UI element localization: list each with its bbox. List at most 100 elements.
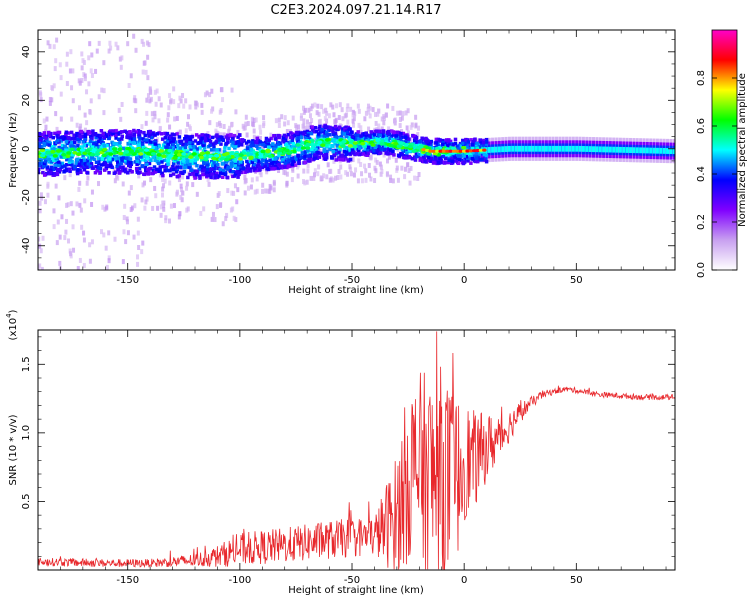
spectrogram-cell	[40, 153, 46, 158]
spectrogram-cell	[137, 133, 142, 138]
spectrogram-cell	[313, 153, 317, 157]
spectrogram-cell	[375, 159, 379, 165]
spectrogram-cell	[364, 168, 368, 174]
spectrogram-cell	[249, 152, 254, 157]
spectrogram-cell	[252, 128, 256, 134]
spectrogram-cell	[366, 145, 371, 150]
spectrogram-cell	[38, 243, 42, 249]
spectrogram-cell	[70, 163, 74, 167]
spectrogram-cell	[639, 147, 643, 154]
spectrogram-cell	[302, 118, 306, 124]
spectrogram-cell	[373, 178, 377, 184]
spectrogram-cell	[649, 147, 653, 154]
spectrogram-cell	[407, 137, 411, 141]
spectrogram-cell	[132, 137, 137, 141]
spectrogram-cell	[176, 161, 180, 165]
x-tick-label: -150	[116, 575, 139, 586]
spectrogram-cell	[82, 237, 86, 243]
spectrogram-cell	[296, 173, 300, 179]
spectrogram-cell	[158, 126, 162, 132]
spectrogram-cell	[362, 132, 367, 136]
spectrogram-cell	[105, 163, 109, 168]
spectrogram-cell	[80, 224, 84, 230]
spectrogram-cell	[398, 137, 403, 141]
spectrogram-cell	[55, 240, 59, 246]
spectrogram-cell	[263, 157, 268, 162]
spectrogram-cell	[384, 137, 389, 141]
spectrogram-cell	[75, 145, 79, 151]
spectrogram-cell	[441, 154, 446, 159]
spectrogram-cell	[404, 135, 408, 139]
spectrogram-cell	[283, 161, 288, 165]
spectrogram-cell	[383, 144, 388, 148]
spectrogram-cell	[88, 164, 93, 169]
spectrogram-cell	[116, 137, 121, 141]
spectrogram-cell	[104, 134, 108, 138]
spectrogram-cell	[63, 175, 67, 181]
spectrogram-cell	[396, 110, 400, 116]
spectrogram-cell	[73, 136, 77, 141]
spectrogram-cell	[355, 151, 360, 156]
spectrogram-cell	[381, 129, 386, 134]
spectrogram-cell	[265, 149, 271, 154]
spectrogram-cell	[424, 136, 428, 141]
spectrogram-cell	[46, 192, 50, 198]
spectrogram-cell	[261, 142, 265, 147]
spectrogram-cell	[223, 157, 229, 162]
spectrogram-cell	[87, 55, 91, 61]
spectrogram-cell	[377, 123, 381, 129]
spectrogram-cell	[175, 159, 180, 163]
spectrogram-cell	[356, 103, 360, 109]
spectrogram-cell	[79, 207, 83, 213]
spectrogram-cell	[396, 177, 400, 183]
spectrogram-cell	[412, 138, 417, 143]
spectrogram-cell	[252, 162, 257, 167]
colorbar-gradient	[711, 29, 738, 271]
spectrogram-cell	[277, 148, 283, 153]
spectrogram-cell	[118, 165, 123, 170]
spectrogram-cell	[300, 151, 305, 155]
spectrogram-cell	[50, 147, 55, 152]
spectrogram-cell	[88, 41, 92, 47]
spectrogram-cell	[85, 120, 89, 126]
spectrogram-cell	[90, 145, 95, 149]
spectrogram-cell	[448, 149, 453, 153]
spectrogram-cell	[414, 152, 419, 156]
spectrogram-cell	[186, 206, 190, 212]
spectrogram-cell	[194, 133, 199, 137]
spectrogram-cell	[339, 164, 343, 170]
spectrogram-cell	[426, 155, 431, 160]
spectrogram-cell	[238, 159, 243, 164]
spectrogram-cell	[524, 145, 528, 152]
spectrogram-cell	[85, 180, 89, 186]
spectrogram-cell	[348, 157, 353, 162]
spectrogram-cell	[98, 171, 102, 175]
spectrogram-cell	[59, 139, 64, 143]
spectrogram-cell	[72, 247, 76, 253]
spectrogram-cell	[42, 118, 46, 124]
spectrogram-cell	[358, 146, 362, 150]
spectrogram-cell	[308, 153, 313, 157]
spectrogram-cell	[162, 183, 166, 189]
spectrogram-cell	[368, 105, 372, 111]
spectrogram-cell	[272, 187, 276, 193]
spectrogram-cell	[55, 149, 62, 153]
spectrogram-cell	[368, 113, 372, 119]
spectrogram-cell	[52, 171, 56, 176]
spectrogram-cell	[276, 133, 281, 138]
spectrogram-cell	[124, 169, 128, 174]
spectrogram-cell	[39, 248, 43, 254]
spectrogram-cell	[72, 145, 77, 149]
spectrogram-cell	[282, 140, 286, 144]
spectrogram-cell	[443, 140, 447, 145]
spectrogram-cell	[343, 113, 347, 119]
spectrogram-cell	[210, 108, 214, 114]
spectrogram-cell	[371, 107, 375, 113]
spectrogram-cell	[323, 155, 327, 159]
spectrogram-cell	[85, 153, 89, 157]
spectrogram-cell	[376, 111, 380, 117]
spectrogram-cell	[328, 177, 332, 183]
spectrogram-cell	[297, 145, 301, 150]
spectrogram-cell	[467, 146, 472, 151]
spectrogram-cell	[134, 47, 138, 53]
